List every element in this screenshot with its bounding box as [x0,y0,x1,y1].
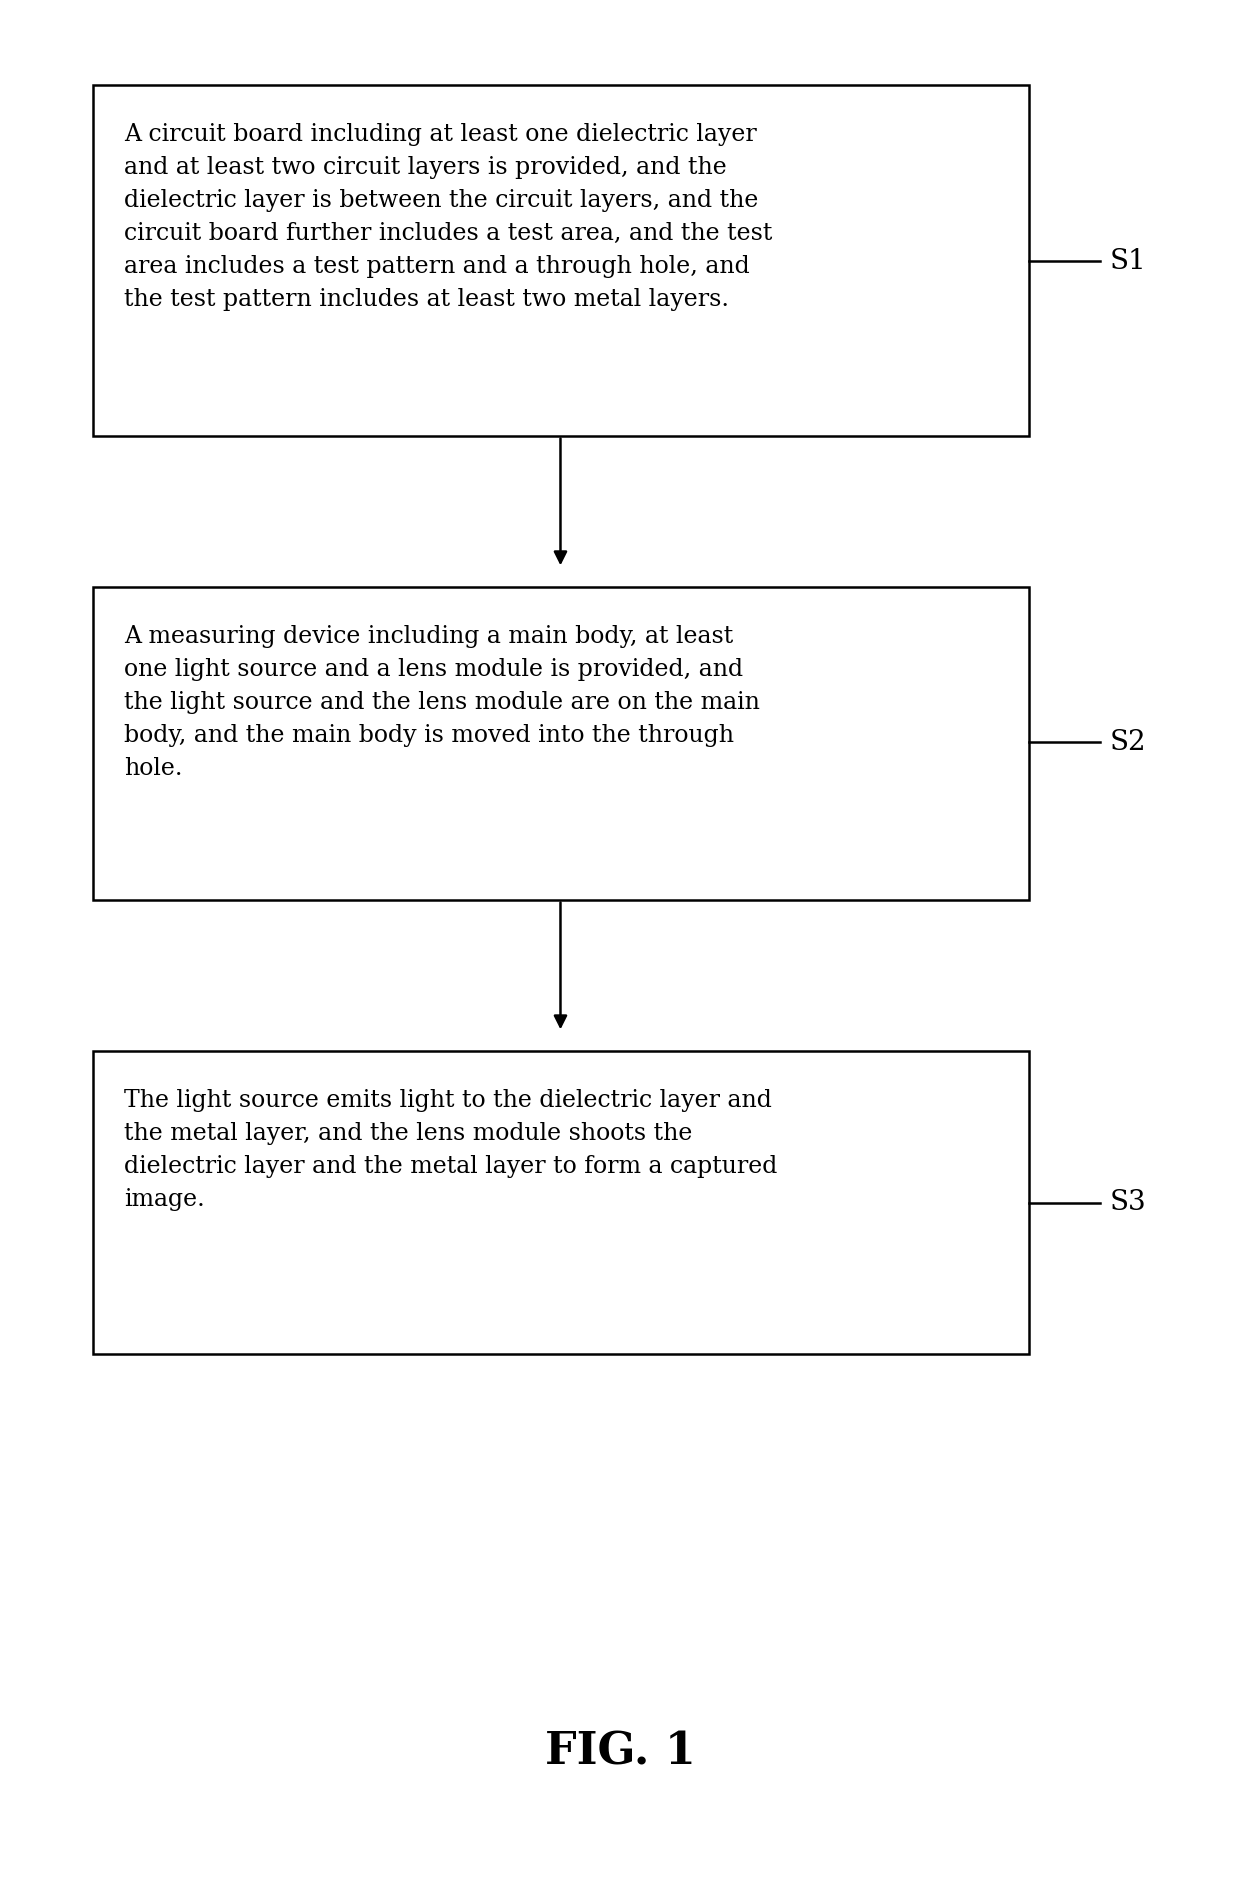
Text: The light source emits light to the dielectric layer and
the metal layer, and th: The light source emits light to the diel… [124,1089,777,1210]
Bar [93,1051,1029,1354]
Text: FIG. 1: FIG. 1 [544,1731,696,1773]
Text: S3: S3 [1110,1189,1147,1216]
Text: S1: S1 [1110,248,1147,275]
Text: A measuring device including a main body, at least
one light source and a lens m: A measuring device including a main body… [124,625,760,780]
Bar [93,587,1029,900]
Text: A circuit board including at least one dielectric layer
and at least two circuit: A circuit board including at least one d… [124,123,773,311]
Bar [93,85,1029,436]
Text: S2: S2 [1110,729,1147,756]
